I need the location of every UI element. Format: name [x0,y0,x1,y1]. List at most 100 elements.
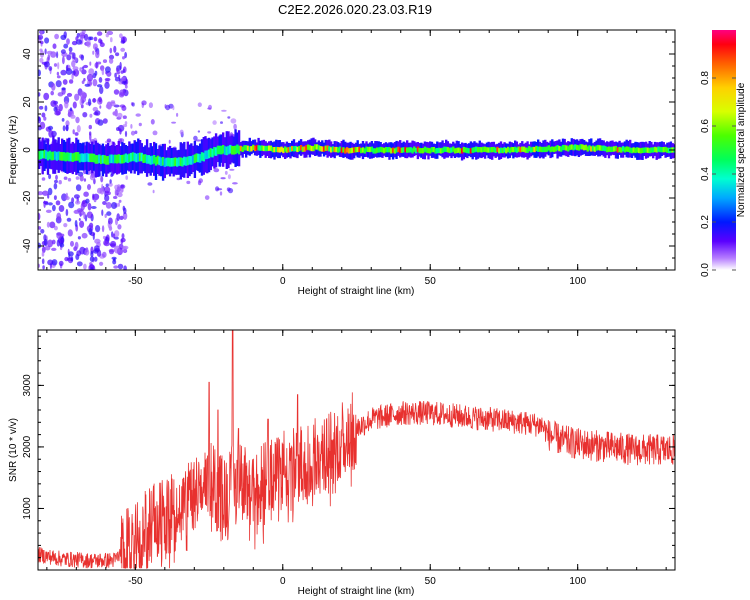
spectrogram-cell [391,147,395,153]
chart-title: C2E2.2026.020.23.03.R19 [278,2,432,17]
spectrogram-cell [230,118,237,124]
spectrogram-cell [340,147,343,153]
spectrogram-cell [124,121,128,125]
spectrogram-cell [577,145,581,151]
spectrogram-cell [113,45,117,53]
spectrogram-cell [399,147,402,153]
spectrogram-cell [100,176,104,183]
spectrogram-cell [110,101,116,107]
spectrogram-cell [66,38,70,45]
spectrogram-cell [81,66,85,70]
spectrogram-cell [138,152,142,162]
spectrogram-cell [367,146,370,153]
y-tick-label: -20 [22,190,33,205]
spectrogram-cell [96,84,103,88]
spectrogram-cell [116,186,121,192]
spectrogram-cell [102,118,108,124]
spectrogram-cell [47,187,53,196]
spectrogram-cell [413,146,416,152]
spectrogram-cell [485,147,489,153]
spectrogram-cell [284,146,287,152]
spectrogram-cell [556,145,559,151]
spectrogram-cell [88,227,93,236]
spectrogram-cell [540,146,543,153]
spectrogram-cell [122,212,128,220]
spectrogram-cell [94,155,97,164]
spectrogram-cell [60,49,66,54]
spectrogram-cell [636,147,639,153]
spectrogram-cell [149,156,152,165]
spectrogram-cell [459,148,462,154]
spectrogram-cell [122,56,125,60]
spectrogram-cell [120,70,124,74]
spectrogram-cell [105,104,110,109]
spectrogram-cell [452,146,455,152]
spectrogram-cell [54,33,59,40]
spectrogram-cell [278,147,281,153]
spectrogram-cell [66,217,72,222]
spectrogram-cell [554,146,558,152]
spectrogram-cell [109,179,112,184]
spectrogram-cell [552,146,556,153]
spectrogram-cell [114,188,117,197]
spectrogram-cell [229,168,235,171]
spectrogram-cell [134,130,138,135]
spectrogram-cell [101,183,104,192]
spectrogram-cell [119,184,126,189]
spectrogram-cell [105,156,108,165]
spectrogram-cell [584,144,588,150]
colorbar-ticks: 0.0 0.2 0.4 0.6 0.8 [700,71,736,277]
spectrogram-cell [221,109,227,112]
spectrogram-cell [406,147,409,153]
spectrogram-cell [179,157,182,166]
spectrogram-cell [102,235,106,240]
spectrogram-cell [439,148,443,154]
spectrogram-cell [102,59,108,63]
spectrogram-cell [581,144,584,150]
spectrogram-cell [56,212,62,221]
spectrogram-cell [38,92,41,97]
spectrogram-cell [113,104,120,108]
colorbar-tick-label: 0.6 [700,119,711,133]
spectrogram-cell [63,31,67,39]
spectrogram-cell [250,146,253,152]
spectrogram-cell [292,146,296,152]
spectrogram-cell [99,42,105,48]
spectrogram-cell [114,236,119,240]
spectrogram-cell [420,148,423,154]
spectrogram-cell [56,51,59,59]
spectrogram-cell [79,67,82,72]
spectrogram-cell [285,147,289,153]
spectrogram-cell [652,147,655,153]
spectrogram-cell [57,151,60,160]
spectrogram-cell [404,146,407,153]
spectrogram-cell [96,249,102,257]
spectrogram-cell [379,146,382,153]
spectrogram-cell [590,146,593,152]
spectrogram-cell [150,119,155,125]
spectrogram-cell [321,146,324,152]
spectrogram-cell [51,259,58,266]
spectrogram-cell [79,98,83,106]
spectrogram-cell [462,146,466,153]
spectrogram-cell [119,61,122,70]
spectrogram-cell [62,56,65,65]
spectrogram-cell [89,174,96,181]
spectrogram-cell [112,233,116,239]
spectrogram-cell [44,37,50,44]
spectrogram-cell [218,145,221,155]
spectrogram-cell [43,116,47,121]
spectrogram-cell [75,36,79,42]
spectrogram-cell [437,147,441,153]
spectrogram-cell [41,258,45,265]
spectrogram-cell [209,148,212,157]
spectrogram-cell [62,125,66,132]
spectrogram-cell [108,154,112,164]
y-tick-label: -40 [22,238,33,253]
spectrogram-cell [109,249,114,255]
spectrogram-cell [81,80,85,84]
spectrogram-cell [614,145,618,152]
spectrogram-cell [643,147,646,153]
spectrogram-cell [383,148,386,154]
spectrogram-cell [59,242,65,248]
